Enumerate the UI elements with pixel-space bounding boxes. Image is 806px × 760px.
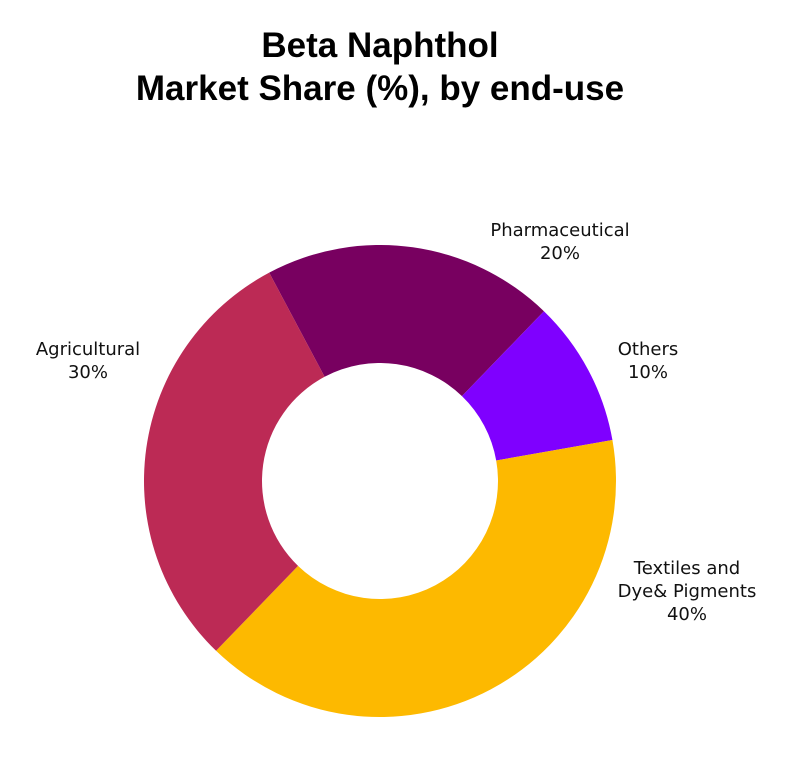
label-textiles: Textiles and Dye& Pigments 40%: [602, 557, 772, 626]
slice-others: [461, 311, 613, 461]
label-others: Others 10%: [598, 338, 698, 384]
label-textiles-value: 40%: [666, 604, 707, 625]
label-textiles-line2: Dye& Pigments: [617, 581, 757, 602]
label-others-name: Others: [617, 339, 679, 360]
label-others-value: 10%: [627, 362, 668, 383]
label-pharmaceutical-name: Pharmaceutical: [490, 220, 630, 241]
slice-textiles-and-dye-pigments: [216, 440, 616, 717]
label-agricultural-value: 30%: [67, 362, 108, 383]
label-agricultural-name: Agricultural: [35, 339, 141, 360]
label-pharmaceutical: Pharmaceutical 20%: [470, 219, 650, 265]
label-agricultural: Agricultural 30%: [22, 338, 154, 384]
slice-pharmaceutical: [269, 244, 544, 397]
chart-title-line1: Beta Naphthol: [261, 26, 499, 65]
label-textiles-line1: Textiles and: [633, 558, 741, 579]
slice-agricultural: [143, 272, 325, 651]
chart-title-line2: Market Share (%), by end-use: [135, 69, 625, 108]
label-pharmaceutical-value: 20%: [539, 243, 580, 264]
